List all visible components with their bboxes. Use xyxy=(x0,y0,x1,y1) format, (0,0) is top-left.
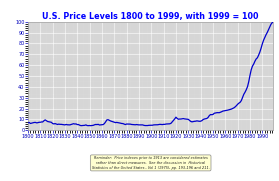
Title: U.S. Price Levels 1800 to 1999, with 1999 = 100: U.S. Price Levels 1800 to 1999, with 199… xyxy=(42,12,259,21)
Text: Reminder:  Price indexes prior to 1913 are considered estimates
rather than dire: Reminder: Price indexes prior to 1913 ar… xyxy=(92,156,210,169)
